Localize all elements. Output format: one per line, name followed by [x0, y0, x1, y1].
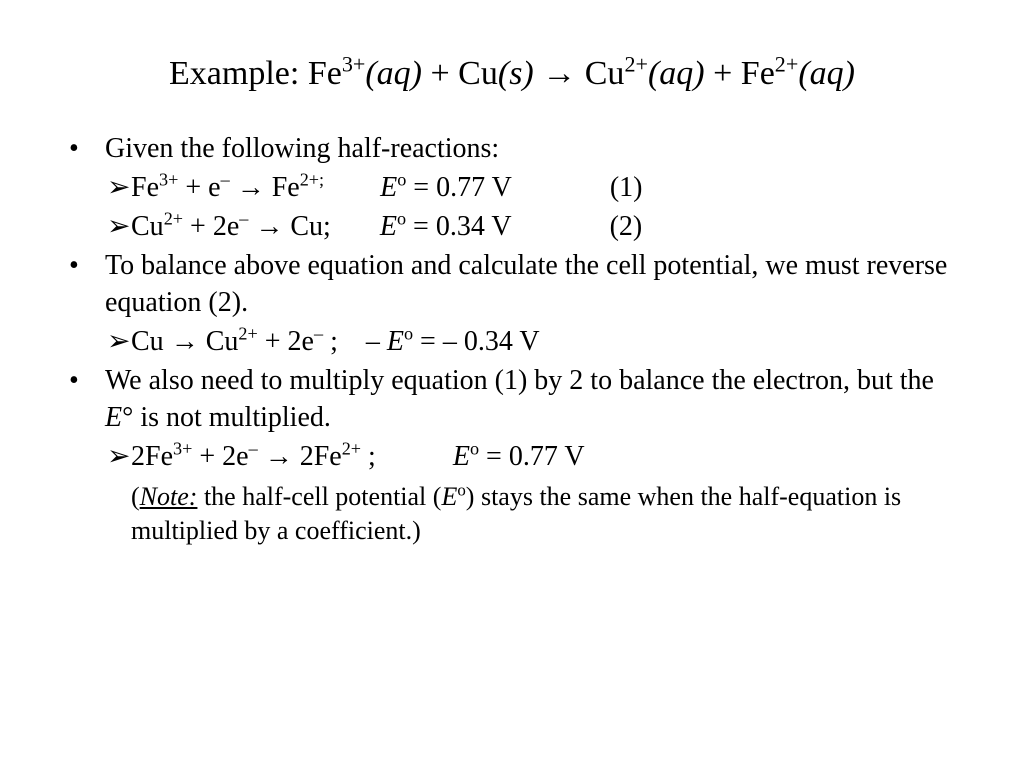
- note-line: (Note: the half-cell potential (Eo) stay…: [131, 480, 959, 549]
- bullet-icon: •: [65, 131, 105, 168]
- eq-number: (2): [610, 211, 643, 242]
- emf-symbol: E: [105, 402, 122, 433]
- title-lhs2-state: (s): [498, 55, 534, 92]
- halfrxn-1-text: Fe3+ + e– → Fe2+; Eo = 0.77 V (1): [131, 170, 959, 207]
- title-lhs2: Cu: [458, 55, 498, 92]
- slide: Example: Fe3+(aq) + Cu(s) → Cu2+(aq) + F…: [0, 0, 1024, 578]
- halfrxn-4-text: 2Fe3+ + 2e– → 2Fe2+ ; Eo = 0.77 V: [131, 439, 959, 476]
- arrow-icon: →: [237, 172, 265, 203]
- arrow-icon: →: [171, 326, 199, 357]
- halfrxn-1: ➢ Fe3+ + e– → Fe2+; Eo = 0.77 V (1): [107, 170, 959, 207]
- bullet-icon: •: [65, 248, 105, 322]
- title-prefix: Example:: [169, 55, 308, 92]
- bullet-3: • We also need to multiply equation (1) …: [65, 363, 959, 437]
- bullet-1: • Given the following half-reactions:: [65, 131, 959, 168]
- title-rhs2: Fe: [741, 55, 775, 92]
- slide-body: • Given the following half-reactions: ➢ …: [65, 131, 959, 548]
- halfrxn-2: ➢ Cu2+ + 2e– → Cu; Eo = 0.34 V (2): [107, 209, 959, 246]
- title-rhs2-state: (aq): [798, 55, 855, 92]
- title-rhs1: Cu: [585, 55, 625, 92]
- bullet-2-text: To balance above equation and calculate …: [105, 248, 959, 322]
- slide-title: Example: Fe3+(aq) + Cu(s) → Cu2+(aq) + F…: [65, 55, 959, 93]
- sub-bullet-icon: ➢: [107, 439, 131, 476]
- title-rhs1-state: (aq): [648, 55, 705, 92]
- eq-number: (1): [610, 172, 643, 203]
- halfrxn-3-text: Cu → Cu2+ + 2e– ; – Eo = – 0.34 V: [131, 324, 959, 361]
- note-label: Note:: [140, 482, 198, 511]
- sub-bullet-icon: ➢: [107, 170, 131, 207]
- bullet-2: • To balance above equation and calculat…: [65, 248, 959, 322]
- bullet-1-text: Given the following half-reactions:: [105, 131, 959, 168]
- emf-symbol: E: [380, 172, 397, 203]
- bullet-icon: •: [65, 363, 105, 437]
- halfrxn-3: ➢ Cu → Cu2+ + 2e– ; – Eo = – 0.34 V: [107, 324, 959, 361]
- title-lhs1: Fe: [308, 55, 342, 92]
- title-lhs1-state: (aq): [365, 55, 422, 92]
- plus-text: +: [713, 55, 741, 92]
- emf-symbol: E: [387, 326, 404, 357]
- emf-symbol: E: [453, 441, 470, 472]
- title-lhs1-sup: 3+: [342, 52, 366, 77]
- arrow-icon: →: [542, 55, 576, 92]
- bullet-3-text: We also need to multiply equation (1) by…: [105, 363, 959, 437]
- emf-symbol: E: [441, 482, 457, 511]
- halfrxn-2-text: Cu2+ + 2e– → Cu; Eo = 0.34 V (2): [131, 209, 959, 246]
- title-rhs2-sup: 2+: [775, 52, 799, 77]
- sub-bullet-icon: ➢: [107, 209, 131, 246]
- arrow-icon: →: [265, 441, 293, 472]
- sub-bullet-icon: ➢: [107, 324, 131, 361]
- halfrxn-4: ➢ 2Fe3+ + 2e– → 2Fe2+ ; Eo = 0.77 V: [107, 439, 959, 476]
- title-rhs1-sup: 2+: [624, 52, 648, 77]
- arrow-icon: →: [255, 211, 283, 242]
- plus-text: +: [430, 55, 458, 92]
- emf-symbol: E: [380, 211, 397, 242]
